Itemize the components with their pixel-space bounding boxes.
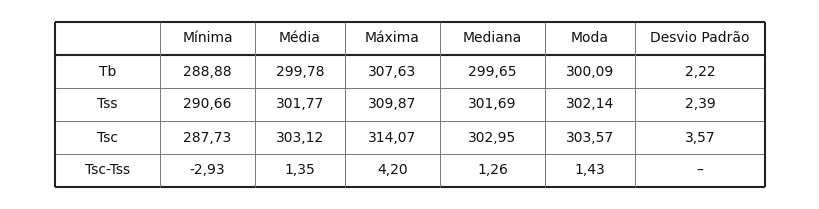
Text: 2,39: 2,39 xyxy=(684,98,714,111)
Text: 302,14: 302,14 xyxy=(565,98,613,111)
Text: Tsc: Tsc xyxy=(97,130,118,144)
Text: 3,57: 3,57 xyxy=(684,130,714,144)
Text: Desvio Padrão: Desvio Padrão xyxy=(649,32,749,46)
Text: 300,09: 300,09 xyxy=(565,65,613,79)
Text: –: – xyxy=(695,163,703,177)
Text: 2,22: 2,22 xyxy=(684,65,714,79)
Text: 307,63: 307,63 xyxy=(368,65,416,79)
Text: 299,65: 299,65 xyxy=(468,65,516,79)
Text: Média: Média xyxy=(278,32,320,46)
Text: Tss: Tss xyxy=(97,98,118,111)
Text: 288,88: 288,88 xyxy=(183,65,232,79)
Text: Mediana: Mediana xyxy=(462,32,522,46)
Text: 303,12: 303,12 xyxy=(275,130,324,144)
Text: 301,69: 301,69 xyxy=(468,98,516,111)
Text: Tb: Tb xyxy=(99,65,116,79)
Text: 299,78: 299,78 xyxy=(275,65,324,79)
Text: -2,93: -2,93 xyxy=(189,163,225,177)
Text: 302,95: 302,95 xyxy=(468,130,516,144)
Text: Mínima: Mínima xyxy=(182,32,233,46)
Text: 1,26: 1,26 xyxy=(477,163,507,177)
Text: 1,43: 1,43 xyxy=(574,163,604,177)
Text: 287,73: 287,73 xyxy=(183,130,231,144)
Text: 1,35: 1,35 xyxy=(284,163,315,177)
Text: 290,66: 290,66 xyxy=(183,98,232,111)
Text: Máxima: Máxima xyxy=(364,32,419,46)
Text: Moda: Moda xyxy=(570,32,609,46)
Text: 314,07: 314,07 xyxy=(368,130,416,144)
Text: 309,87: 309,87 xyxy=(368,98,416,111)
Text: 301,77: 301,77 xyxy=(275,98,324,111)
Text: 4,20: 4,20 xyxy=(377,163,407,177)
Text: Tsc-Tss: Tsc-Tss xyxy=(85,163,130,177)
Text: 303,57: 303,57 xyxy=(565,130,613,144)
